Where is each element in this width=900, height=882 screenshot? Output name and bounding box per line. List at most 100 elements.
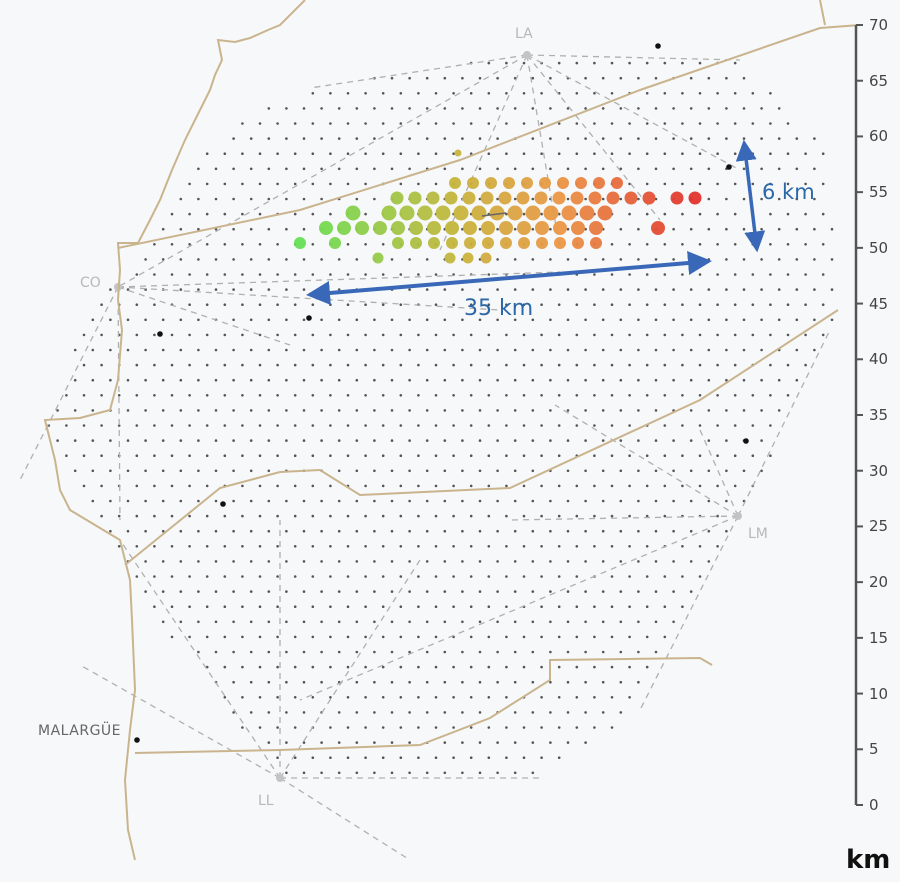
black-marker	[157, 331, 163, 337]
track-point	[410, 237, 422, 249]
scale-tick-label: 5	[869, 740, 879, 759]
station-la-label: LA	[515, 26, 533, 42]
track-point	[355, 221, 369, 235]
track-point	[571, 221, 585, 235]
track-point	[539, 177, 551, 189]
station-baseline	[526, 54, 741, 171]
border-line	[43, 0, 306, 861]
track-point	[507, 205, 523, 221]
track-point	[517, 221, 531, 235]
track-point	[557, 177, 569, 189]
track-point	[381, 205, 397, 221]
track-point	[554, 237, 566, 249]
track-point	[409, 221, 423, 235]
scale-tick-label: 0	[869, 796, 879, 814]
scale-tick-label: 70	[869, 16, 889, 34]
track-point	[444, 191, 458, 205]
track-point	[467, 177, 479, 189]
black-marker	[134, 737, 140, 743]
track-point	[516, 191, 530, 205]
track-point	[575, 177, 587, 189]
track-point	[463, 221, 477, 235]
track-point	[593, 177, 605, 189]
track-point	[597, 205, 613, 221]
station-baseline	[554, 404, 739, 517]
track-point	[543, 205, 559, 221]
track-point	[536, 237, 548, 249]
station-baseline	[19, 286, 119, 481]
track-point	[435, 205, 451, 221]
station-baseline	[299, 515, 739, 701]
grid-dots	[47, 61, 834, 775]
track-point	[427, 221, 441, 235]
black-marker	[743, 438, 749, 444]
track-point	[670, 191, 684, 205]
track-point	[481, 221, 495, 235]
track-point	[391, 221, 405, 235]
scale-unit: km	[846, 845, 891, 875]
track-point	[588, 191, 602, 205]
scale-tick-label: 35	[869, 406, 889, 424]
track-point	[453, 205, 469, 221]
scale-tick-label: 45	[869, 294, 889, 313]
border-line	[117, 24, 861, 249]
track-point	[561, 205, 577, 221]
track-point	[482, 237, 494, 249]
track-point	[589, 221, 603, 235]
scale-tick-label: 65	[869, 71, 889, 90]
track-point	[500, 237, 512, 249]
scale-tick-label: 30	[869, 461, 889, 480]
station-baseline	[309, 54, 528, 89]
track-point	[454, 149, 462, 157]
track-point	[480, 252, 492, 264]
station-baseline	[79, 664, 281, 779]
border-line	[819, 0, 826, 26]
border-line	[134, 656, 713, 754]
station-baseline	[526, 54, 661, 221]
scale-tick-label: 60	[869, 127, 889, 146]
station-baseline	[509, 515, 739, 521]
track-point	[579, 205, 595, 221]
track-point	[570, 191, 584, 205]
track-point	[319, 221, 333, 235]
track-point	[552, 191, 566, 205]
track-point	[372, 252, 384, 264]
track-point	[606, 191, 620, 205]
black-marker	[655, 43, 661, 49]
track-point	[462, 191, 476, 205]
track-point	[449, 177, 461, 189]
track-point	[445, 221, 459, 235]
station-lm-label: LM	[748, 526, 768, 542]
track-point	[485, 177, 497, 189]
scale-tick-label: 55	[869, 183, 889, 202]
track-point	[294, 237, 306, 249]
track-point	[408, 191, 422, 205]
track-point	[373, 221, 387, 235]
track-point	[518, 237, 530, 249]
black-marker	[726, 164, 732, 170]
scale-tick-label: 25	[869, 517, 889, 536]
station-baseline	[117, 54, 528, 288]
track-point	[572, 237, 584, 249]
track-point	[503, 177, 515, 189]
track-point	[462, 252, 474, 264]
station-baseline	[117, 286, 291, 346]
station-baseline	[526, 54, 741, 61]
track-point	[480, 191, 494, 205]
track-point	[642, 191, 656, 205]
scale-tick-label: 10	[869, 684, 889, 703]
station-baseline	[439, 54, 528, 251]
track-point	[446, 237, 458, 249]
track-point	[464, 237, 476, 249]
track-point	[337, 221, 351, 235]
track-point	[428, 237, 440, 249]
direction-arrow-icon	[481, 212, 507, 217]
station-baseline	[117, 286, 121, 521]
station-baseline	[639, 515, 739, 711]
track-point	[535, 221, 549, 235]
scale-tick-label: 50	[869, 238, 889, 257]
track-point	[521, 177, 533, 189]
horizontal-extent-label: 35 km	[464, 296, 534, 321]
